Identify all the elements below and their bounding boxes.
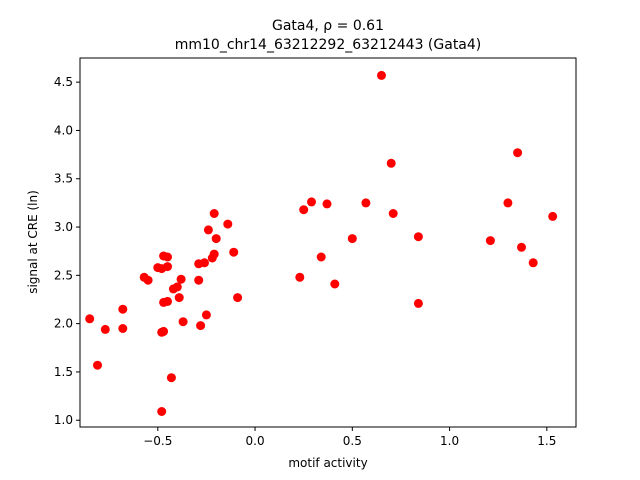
data-point-52 (517, 242, 526, 252)
data-point-28 (203, 225, 213, 235)
y-axis-label: signal at CRE (ln) (26, 190, 40, 294)
data-point-37 (299, 205, 309, 215)
data-point-42 (347, 234, 357, 244)
data-point-51 (513, 148, 523, 158)
data-point-36 (295, 272, 305, 282)
data-point-24 (194, 275, 204, 285)
data-point-25 (196, 321, 206, 331)
x-tick-label: 0.5 (343, 434, 362, 448)
x-tick-label: 1.5 (537, 434, 556, 448)
data-point-10 (163, 252, 172, 262)
data-point-26 (200, 258, 209, 268)
x-tick-label: 1.0 (440, 434, 459, 448)
data-point-27 (201, 310, 211, 320)
data-point-20 (174, 293, 184, 303)
y-tick-label: 4.0 (54, 123, 73, 137)
data-point-0 (85, 314, 95, 324)
data-point-30 (209, 249, 219, 259)
data-point-43 (361, 198, 371, 208)
x-tick-label: −0.5 (143, 434, 172, 448)
data-point-12 (157, 407, 167, 416)
data-point-54 (548, 211, 558, 221)
data-point-22 (178, 317, 188, 327)
data-point-38 (307, 197, 316, 207)
data-point-40 (322, 199, 332, 209)
data-point-14 (157, 327, 167, 337)
data-point-35 (233, 293, 243, 303)
data-point-2 (100, 324, 110, 334)
data-point-41 (330, 279, 340, 289)
data-point-48 (413, 298, 423, 308)
data-point-53 (528, 258, 538, 268)
data-points (85, 70, 558, 416)
chart-title-line-1: Gata4, ρ = 0.61 (272, 18, 384, 34)
y-tick-label: 3.0 (54, 220, 73, 234)
y-tick-label: 4.5 (54, 75, 73, 89)
data-point-46 (388, 209, 398, 218)
chart-title-line-2: mm10_chr14_63212292_63212443 (Gata4) (175, 37, 482, 53)
data-point-32 (211, 234, 221, 244)
data-point-33 (223, 219, 233, 229)
y-axis: 1.0 1.5 2.0 2.5 3.0 3.5 4.0 4.5 (54, 75, 80, 427)
plot-frame (79, 57, 577, 428)
data-point-21 (176, 274, 186, 284)
data-point-34 (229, 247, 239, 257)
y-tick-label: 2.5 (54, 268, 73, 282)
data-point-47 (413, 232, 423, 242)
y-tick-label: 2.0 (54, 317, 73, 331)
data-point-1 (93, 360, 102, 370)
y-tick-label: 1.5 (54, 365, 73, 379)
data-point-11 (163, 262, 172, 272)
data-point-44 (377, 70, 386, 80)
data-point-49 (485, 236, 495, 246)
data-point-16 (163, 296, 172, 306)
data-point-50 (503, 198, 513, 208)
data-point-31 (209, 209, 219, 218)
y-tick-label: 3.5 (54, 172, 73, 186)
data-point-19 (172, 282, 182, 292)
data-point-3 (118, 304, 128, 314)
data-point-39 (316, 252, 326, 262)
data-point-4 (118, 324, 128, 333)
data-point-6 (143, 275, 153, 285)
x-tick-label: 0.0 (246, 434, 265, 448)
data-point-17 (166, 373, 176, 383)
y-tick-label: 1.0 (54, 413, 73, 427)
x-axis-label: motif activity (288, 456, 367, 470)
data-point-45 (386, 158, 396, 168)
x-axis: −0.5 0.0 0.5 1.0 1.5 (143, 427, 556, 448)
